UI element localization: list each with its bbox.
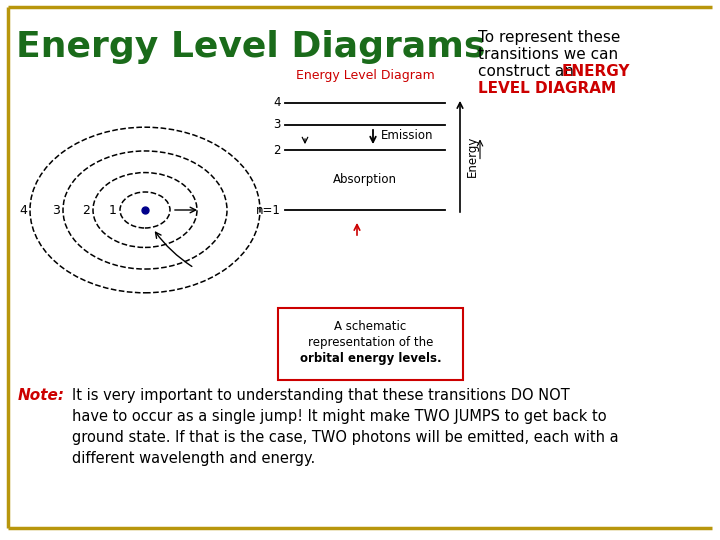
Text: ENERGY: ENERGY (562, 64, 631, 79)
Text: Energy Level Diagrams: Energy Level Diagrams (16, 30, 485, 64)
Text: n=1: n=1 (256, 204, 281, 217)
Text: 4: 4 (274, 97, 281, 110)
Text: Energy: Energy (466, 136, 479, 177)
Text: Absorption: Absorption (333, 173, 397, 186)
Text: A schematic: A schematic (334, 320, 407, 333)
Text: 4: 4 (19, 204, 27, 217)
Text: 3: 3 (274, 118, 281, 132)
Text: construct an: construct an (478, 64, 579, 79)
Text: transitions we can: transitions we can (478, 47, 618, 62)
FancyBboxPatch shape (278, 308, 463, 380)
Text: orbital energy levels.: orbital energy levels. (300, 352, 441, 365)
Text: 1: 1 (109, 204, 117, 217)
Text: It is very important to understanding that these transitions DO NOT
have to occu: It is very important to understanding th… (72, 388, 618, 466)
Text: representation of the: representation of the (308, 336, 433, 349)
Text: 3: 3 (52, 204, 60, 217)
Text: 2: 2 (82, 204, 90, 217)
Text: 2: 2 (274, 144, 281, 157)
Text: Note:: Note: (18, 388, 65, 403)
Text: Energy Level Diagram: Energy Level Diagram (296, 69, 434, 82)
Text: Emission: Emission (381, 129, 433, 142)
Text: LEVEL DIAGRAM: LEVEL DIAGRAM (478, 81, 616, 96)
Text: To represent these: To represent these (478, 30, 621, 45)
